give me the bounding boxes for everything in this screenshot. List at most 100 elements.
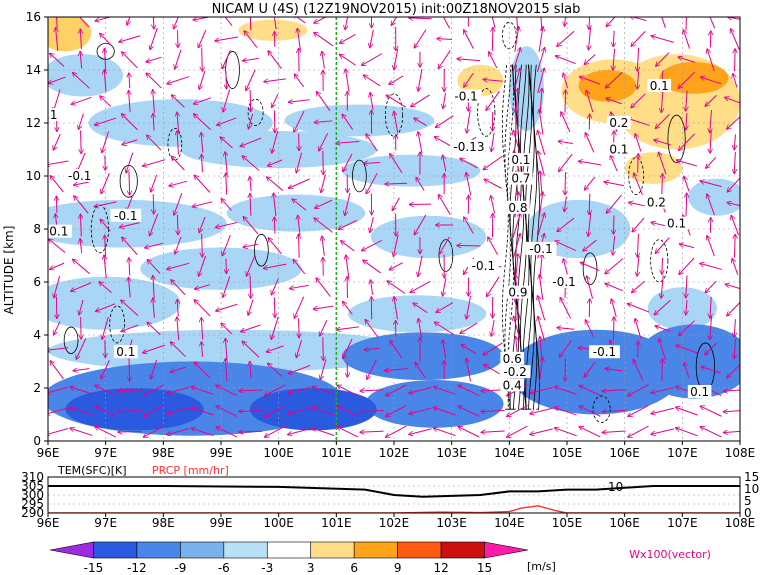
wind-vector bbox=[288, 178, 310, 189]
wind-vector bbox=[684, 176, 690, 192]
wind-vector bbox=[512, 47, 520, 73]
wind-vector bbox=[294, 110, 305, 132]
wind-vector bbox=[675, 407, 698, 416]
wind-vector bbox=[274, 216, 275, 234]
colorbar-tick-label: -12 bbox=[127, 561, 147, 575]
wind-vector bbox=[292, 199, 307, 211]
wind-vector bbox=[486, 90, 500, 111]
wind-vector bbox=[637, 233, 638, 258]
wind-vector bbox=[250, 275, 251, 298]
wind-vector bbox=[199, 70, 206, 90]
wind-vector bbox=[631, 280, 646, 293]
surface-x-tick-label: 108E bbox=[725, 516, 756, 530]
wind-vector bbox=[225, 151, 227, 175]
wind-vector bbox=[627, 425, 649, 438]
wind-vector bbox=[73, 181, 89, 185]
wind-vector bbox=[264, 384, 286, 397]
wind-shade-patch bbox=[180, 130, 377, 169]
contour-label: -0.2 bbox=[503, 365, 526, 379]
wind-vector bbox=[153, 113, 154, 131]
wind-vector bbox=[215, 425, 238, 438]
wind-vector bbox=[442, 155, 447, 172]
contour-label: 0.1 bbox=[38, 108, 57, 122]
wind-vector bbox=[555, 56, 576, 65]
wind-vector bbox=[655, 52, 670, 67]
wind-vector bbox=[289, 284, 309, 288]
wind-vector bbox=[460, 322, 478, 334]
wind-vector bbox=[225, 338, 227, 361]
wind-vector bbox=[126, 152, 134, 174]
contour-label-bg bbox=[506, 285, 530, 299]
wind-vector bbox=[683, 29, 691, 49]
wind-vector bbox=[710, 110, 712, 133]
wind-vector bbox=[466, 358, 471, 382]
wind-vectors bbox=[48, 17, 740, 438]
wind-vector bbox=[433, 407, 456, 416]
wind-vector bbox=[240, 137, 262, 147]
wind-vector bbox=[487, 51, 498, 69]
colorbar-tick-label: -9 bbox=[174, 561, 186, 575]
wind-vector bbox=[554, 386, 577, 395]
wind-shade-patch bbox=[659, 62, 729, 94]
wind-vector bbox=[175, 236, 182, 254]
wind-vector bbox=[662, 173, 663, 195]
wind-shade-patch bbox=[226, 194, 366, 232]
wind-vector bbox=[69, 428, 93, 436]
wind-vector bbox=[686, 275, 687, 299]
wind-vector bbox=[129, 257, 130, 276]
wind-vector bbox=[273, 17, 277, 30]
wind-vector bbox=[313, 32, 334, 47]
wind-vector bbox=[540, 17, 543, 32]
wind-vector bbox=[150, 174, 158, 192]
wind-vector bbox=[246, 69, 256, 91]
wind-vector bbox=[585, 319, 595, 338]
wind-vector bbox=[604, 182, 624, 187]
contour-label: 0.9 bbox=[508, 286, 527, 300]
wind-vector bbox=[491, 132, 495, 152]
wind-vector bbox=[166, 262, 190, 269]
y-axis-main: 0 2 4 6 8 10 12 14 16 bbox=[26, 10, 48, 448]
wind-vector bbox=[678, 320, 695, 336]
wind-vector bbox=[529, 428, 553, 435]
wind-vector bbox=[537, 130, 546, 155]
wind-vector bbox=[558, 153, 573, 172]
wind-vector bbox=[120, 300, 139, 317]
wind-shade-patch bbox=[342, 154, 481, 187]
y-tick-label: 4 bbox=[33, 328, 41, 342]
wind-vector bbox=[225, 358, 226, 382]
colorbar: -15 -12 -9 -6 -3 3 6 9 12 15 bbox=[49, 541, 529, 575]
wind-vector bbox=[322, 236, 324, 256]
wind-vector bbox=[153, 89, 155, 113]
colorbar-tick-label: 12 bbox=[433, 561, 448, 575]
wind-vector bbox=[202, 233, 203, 258]
wind-vector bbox=[48, 76, 66, 84]
wind-vector bbox=[605, 71, 623, 88]
contour-line bbox=[504, 64, 512, 410]
wind-vector bbox=[731, 215, 740, 236]
wind-vector bbox=[724, 97, 740, 104]
wind-vector bbox=[296, 152, 303, 173]
surface-panel: TEM(SFC)[K] PRCP [mm/hr] 10 96E 97E 98E 99E… bbox=[21, 464, 759, 530]
wind-vector bbox=[222, 49, 231, 69]
wind-vector bbox=[101, 173, 110, 194]
wind-vector bbox=[418, 255, 423, 277]
wind-vector bbox=[191, 407, 214, 416]
y-tick-label: 6 bbox=[33, 275, 41, 289]
wind-vector bbox=[346, 255, 350, 279]
x-tick-label: 98E bbox=[152, 446, 175, 460]
wind-vector bbox=[631, 93, 646, 108]
precipitation-line bbox=[48, 505, 740, 513]
contour-loop bbox=[254, 233, 269, 267]
wind-vector bbox=[343, 338, 353, 359]
wind-vector bbox=[250, 176, 252, 192]
wind-vector bbox=[635, 133, 642, 152]
wind-vector bbox=[274, 297, 275, 318]
contour-label-bg bbox=[110, 208, 142, 222]
wind-vector bbox=[631, 31, 646, 46]
wind-vector bbox=[222, 235, 231, 256]
y-tick-label: 12 bbox=[26, 116, 41, 130]
wind-vector bbox=[56, 27, 58, 51]
wind-vector bbox=[464, 217, 474, 234]
wind-vector bbox=[95, 17, 112, 21]
wind-vector bbox=[678, 57, 696, 63]
